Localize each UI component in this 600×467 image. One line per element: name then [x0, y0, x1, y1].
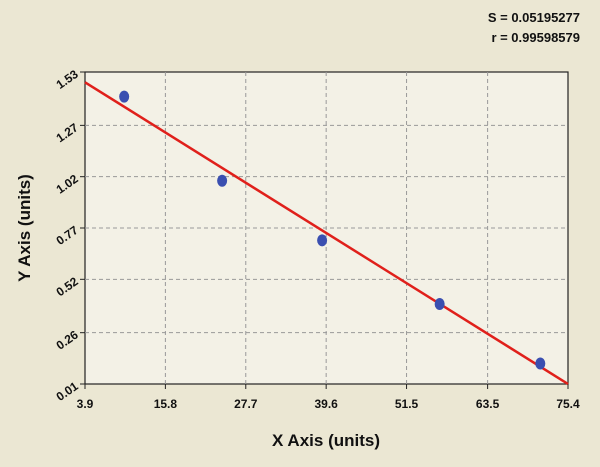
- x-tick-label: 39.6: [314, 397, 338, 411]
- data-point: [217, 174, 228, 187]
- x-tick-label: 27.7: [234, 397, 258, 411]
- data-point: [535, 357, 546, 370]
- x-tick-label: 3.9: [77, 397, 94, 411]
- data-point: [119, 90, 130, 103]
- x-tick-label: 15.8: [154, 397, 178, 411]
- data-point: [317, 234, 328, 247]
- x-tick-label: 51.5: [395, 397, 419, 411]
- x-axis-label: X Axis (units): [272, 431, 380, 450]
- x-tick-label: 63.5: [476, 397, 500, 411]
- annotation: r = 0.99598579: [491, 30, 580, 45]
- annotation: S = 0.05195277: [488, 10, 580, 25]
- data-point: [434, 297, 445, 310]
- y-axis-label: Y Axis (units): [15, 174, 34, 282]
- x-tick-label: 75.4: [556, 397, 580, 411]
- fit-line: [84, 81, 569, 386]
